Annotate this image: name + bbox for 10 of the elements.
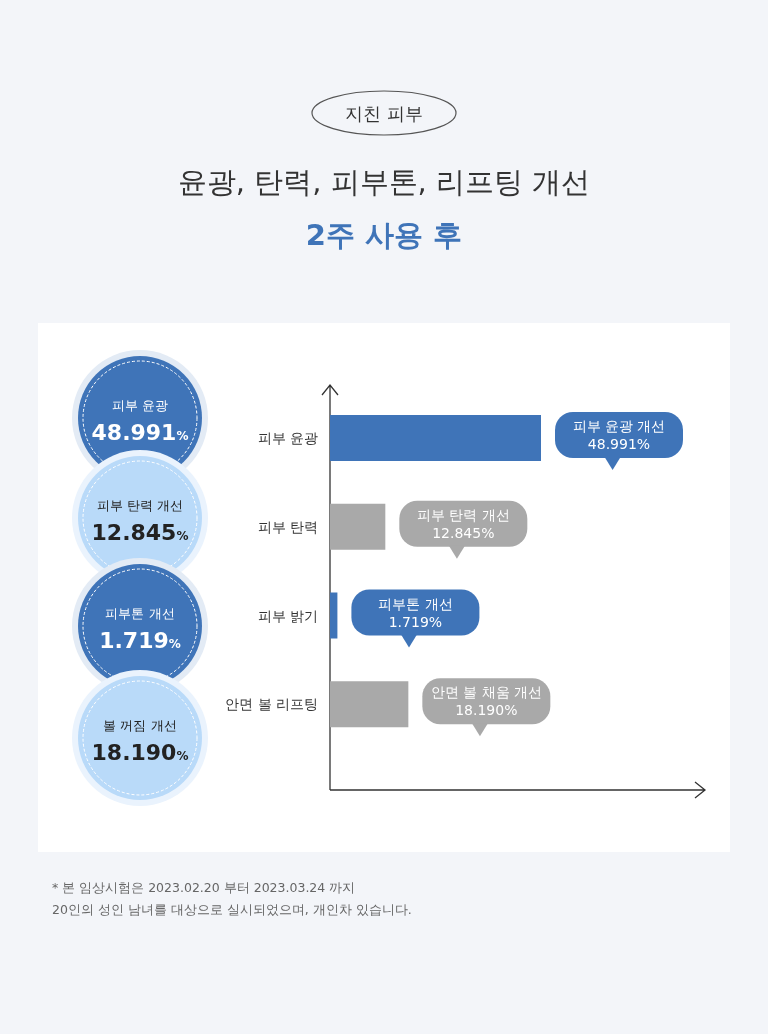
data-label: 안면 볼 채움 개선 18.190% [430,684,543,719]
title: 윤광, 탄력, 피부톤, 리프팅 개선 [177,165,591,199]
annotation: * 본 임상시험은 2023.02.20 부터 2023.03.24 까지 [52,880,356,895]
subtitle: 2주 사용 후 [305,218,463,252]
annotation: 20인의 성인 남녀를 대상으로 실시되었으며, 개인차 있습니다. [52,902,412,917]
data-label: 피부 윤광 개선 48.991% [572,418,666,452]
annotation: 볼 꺼짐 개선 18.190% [72,670,208,806]
annotation: 지친 피부 [311,90,457,136]
data-label: 피부톤 개선 1.719% [378,595,453,630]
data-label: 피부 탄력 개선 12.845% [416,506,510,541]
